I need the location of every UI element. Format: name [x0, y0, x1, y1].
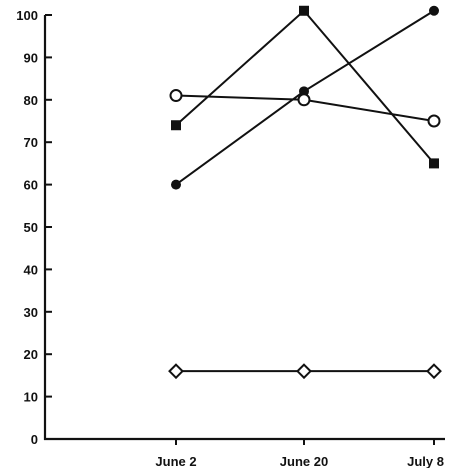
y-tick-label: 60 [24, 178, 38, 193]
y-tick-label: 40 [24, 262, 38, 277]
y-tick-label: 90 [24, 50, 38, 65]
data-point-open-circle [169, 89, 183, 103]
y-tick-label: 30 [24, 305, 38, 320]
data-point-square [171, 120, 181, 131]
data-point-square [429, 158, 439, 169]
data-point-open-circle [297, 93, 311, 107]
x-tick-label: June 2 [155, 454, 196, 468]
x-tick-label: July 8 [407, 454, 444, 468]
series-open-diamond [168, 363, 442, 380]
series-filled-circle [171, 5, 439, 190]
y-tick-label: 50 [24, 220, 38, 235]
series-open-circle [169, 89, 441, 128]
axes: 0 10 20 30 40 50 60 70 80 90 100 June 2 June 20 July … [16, 8, 445, 468]
y-tick-label: 10 [24, 390, 38, 405]
series-filled-square [171, 5, 439, 169]
data-point-open-diamond [296, 363, 312, 380]
data-point-filled-circle [171, 179, 181, 190]
y-tick-label: 20 [24, 347, 38, 362]
y-tick-label: 70 [24, 135, 38, 150]
y-tick-label: 80 [24, 93, 38, 108]
data-point-square [299, 5, 309, 16]
data-point-filled-circle [429, 5, 439, 16]
x-tick-label: June 20 [280, 454, 328, 468]
series-layer [168, 5, 442, 380]
data-point-open-diamond [426, 363, 442, 380]
data-point-open-diamond [168, 363, 184, 380]
y-tick-label: 0 [31, 432, 38, 447]
data-point-open-circle [427, 114, 441, 128]
y-tick-label: 100 [16, 8, 38, 23]
